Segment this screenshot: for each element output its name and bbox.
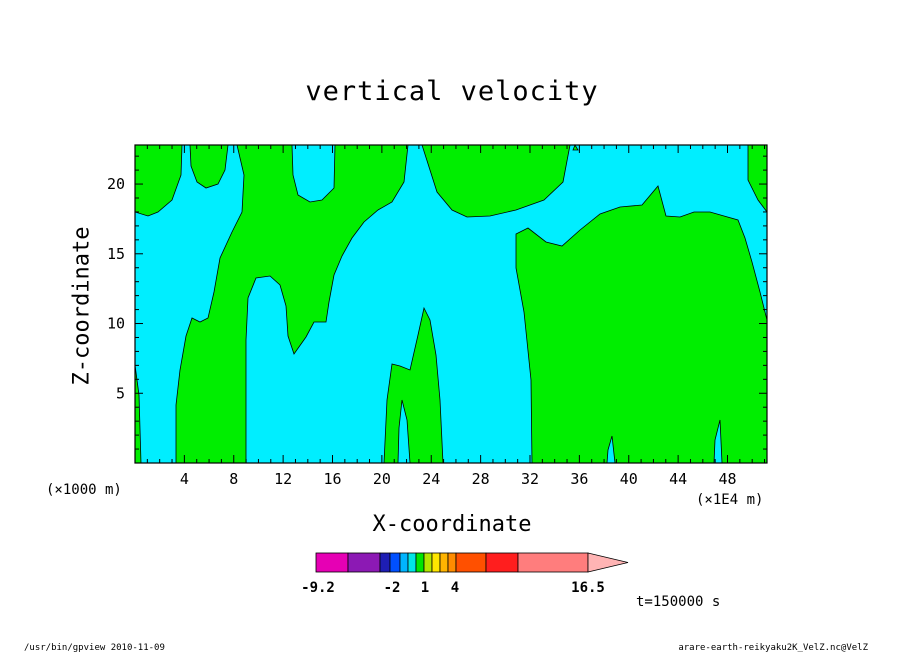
footer-right-text: arare-earth-reikyaku2K_VelZ.nc@VelZ: [678, 643, 868, 653]
y-tick-label: 10: [107, 315, 125, 333]
x-tick-label: 40: [620, 470, 638, 488]
positive-region-top-left: [134, 144, 183, 217]
x-tick-label: 8: [229, 470, 238, 488]
x-axis-ticks: 4 8 12 16 20 24 28 32 36 40 44 48: [146, 145, 766, 488]
x-tick-label: 12: [274, 470, 292, 488]
footer-left-text: /usr/bin/gpview 2010-11-09: [24, 643, 165, 653]
positive-region-middle-plume: [383, 306, 444, 464]
positive-region-top-right-main: [572, 144, 579, 151]
colorbar-label: 4: [451, 580, 459, 596]
y-tick-label: 5: [116, 384, 125, 402]
positive-region-top-lobe: [189, 144, 229, 189]
x-tick-label: 48: [718, 470, 736, 488]
x-tick-label: 32: [521, 470, 539, 488]
x-tick-label: 44: [669, 470, 687, 488]
x-axis-label: X-coordinate: [372, 512, 532, 537]
colorbar-segment: [431, 552, 441, 573]
colorbar-label: -9.2: [301, 580, 335, 596]
x-unit-left-label: (×1000 m): [46, 482, 122, 498]
colorbar-arrow: [587, 552, 629, 573]
colorbar-segment: [423, 552, 433, 573]
x-tick-label: 24: [422, 470, 440, 488]
colorbar-segment: [455, 552, 487, 573]
colorbar-label: 16.5: [571, 580, 605, 596]
colorbar: -9.2 -2 1 4 16.5: [301, 552, 629, 596]
colorbar-segment: [447, 552, 457, 573]
positive-region-right-block: [515, 185, 768, 464]
colorbar-label: 1: [421, 580, 429, 596]
x-tick-label: 28: [472, 470, 490, 488]
colorbar-segment: [347, 552, 381, 573]
colorbar-segment: [485, 552, 519, 573]
colorbar-label: -2: [384, 580, 401, 596]
x-tick-label: 4: [180, 470, 189, 488]
time-annotation: t=150000 s: [636, 594, 721, 610]
positive-regions: [134, 144, 768, 464]
y-tick-label: 20: [107, 175, 125, 193]
y-axis-ticks: 5 10 15 20: [107, 155, 767, 450]
chart-title: vertical velocity: [305, 76, 599, 107]
y-tick-label: 15: [107, 245, 125, 263]
colorbar-segment: [389, 552, 401, 573]
x-tick-label: 16: [323, 470, 341, 488]
positive-region-top-middle: [421, 144, 571, 218]
colorbar-segment: [439, 552, 449, 573]
plot-frame: [134, 144, 768, 464]
colorbar-segment: [399, 552, 409, 573]
colorbar-segment: [379, 552, 391, 573]
colorbar-segment: [315, 552, 349, 573]
colorbar-segment: [407, 552, 417, 573]
x-tick-label: 36: [570, 470, 588, 488]
positive-region-main-left: [175, 144, 409, 464]
x-tick-label: 20: [373, 470, 391, 488]
colorbar-segment: [517, 552, 589, 573]
x-unit-right-label: (×1E4 m): [696, 492, 764, 508]
colorbar-segment: [415, 552, 425, 573]
